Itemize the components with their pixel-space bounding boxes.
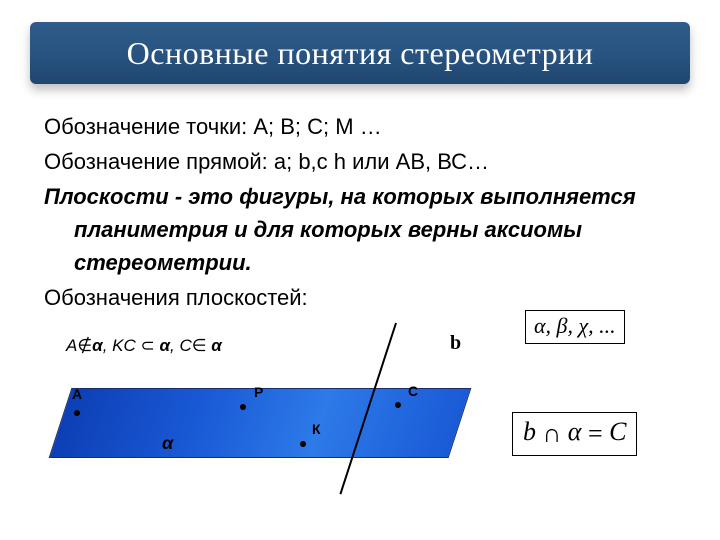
rel-A: A <box>66 336 77 355</box>
point-A-label: А <box>72 386 82 402</box>
rel-C: C <box>179 336 191 355</box>
point-K-label: К <box>312 421 321 437</box>
equals-icon: = <box>588 419 603 449</box>
formula-C: C <box>609 417 626 446</box>
rel-alpha1: α <box>92 336 103 355</box>
element-icon: ∈ <box>192 336 207 355</box>
rel-alpha3: α <box>207 336 222 355</box>
point-P-dot <box>240 404 246 410</box>
line-b-label: b <box>450 332 461 355</box>
content-block: Обозначение точки: А; В; С; М … Обозначе… <box>44 110 684 316</box>
point-A-dot <box>74 410 80 416</box>
intersection-icon: ∩ <box>543 419 562 449</box>
formula-b: b <box>523 417 536 446</box>
set-relations: A∉α, KC ⊂ α, C∈ α <box>66 336 222 356</box>
slide-title: Основные понятия стереометрии <box>127 35 594 72</box>
rel-c1: , <box>103 336 112 355</box>
formula-alpha: α <box>568 417 582 446</box>
point-C-label: С <box>408 383 418 399</box>
point-K-dot <box>300 441 306 447</box>
point-C-dot <box>395 402 401 408</box>
intersection-formula: b ∩ α = C <box>512 412 637 456</box>
text-line-3: Плоскости - это фигуры, на которых выпол… <box>44 180 684 279</box>
text-line-1: Обозначение точки: А; В; С; М … <box>44 110 684 143</box>
notin-icon: ∉ <box>77 336 92 355</box>
text-line-2: Обозначение прямой: a; b,c h или АВ, ВС… <box>44 145 684 178</box>
slide-title-bar: Основные понятия стереометрии <box>30 22 690 84</box>
greek-letters-box: α, β, χ, ... <box>525 310 625 344</box>
rel-KC: KC <box>112 336 136 355</box>
greek-letters: α, β, χ, ... <box>534 313 616 338</box>
rel-alpha2: α <box>159 336 170 355</box>
plane-diagram: А Р К С α b <box>50 368 490 518</box>
subset-icon: ⊂ <box>136 336 160 355</box>
point-P-label: Р <box>254 384 263 400</box>
plane-alpha-label: α <box>162 433 173 454</box>
